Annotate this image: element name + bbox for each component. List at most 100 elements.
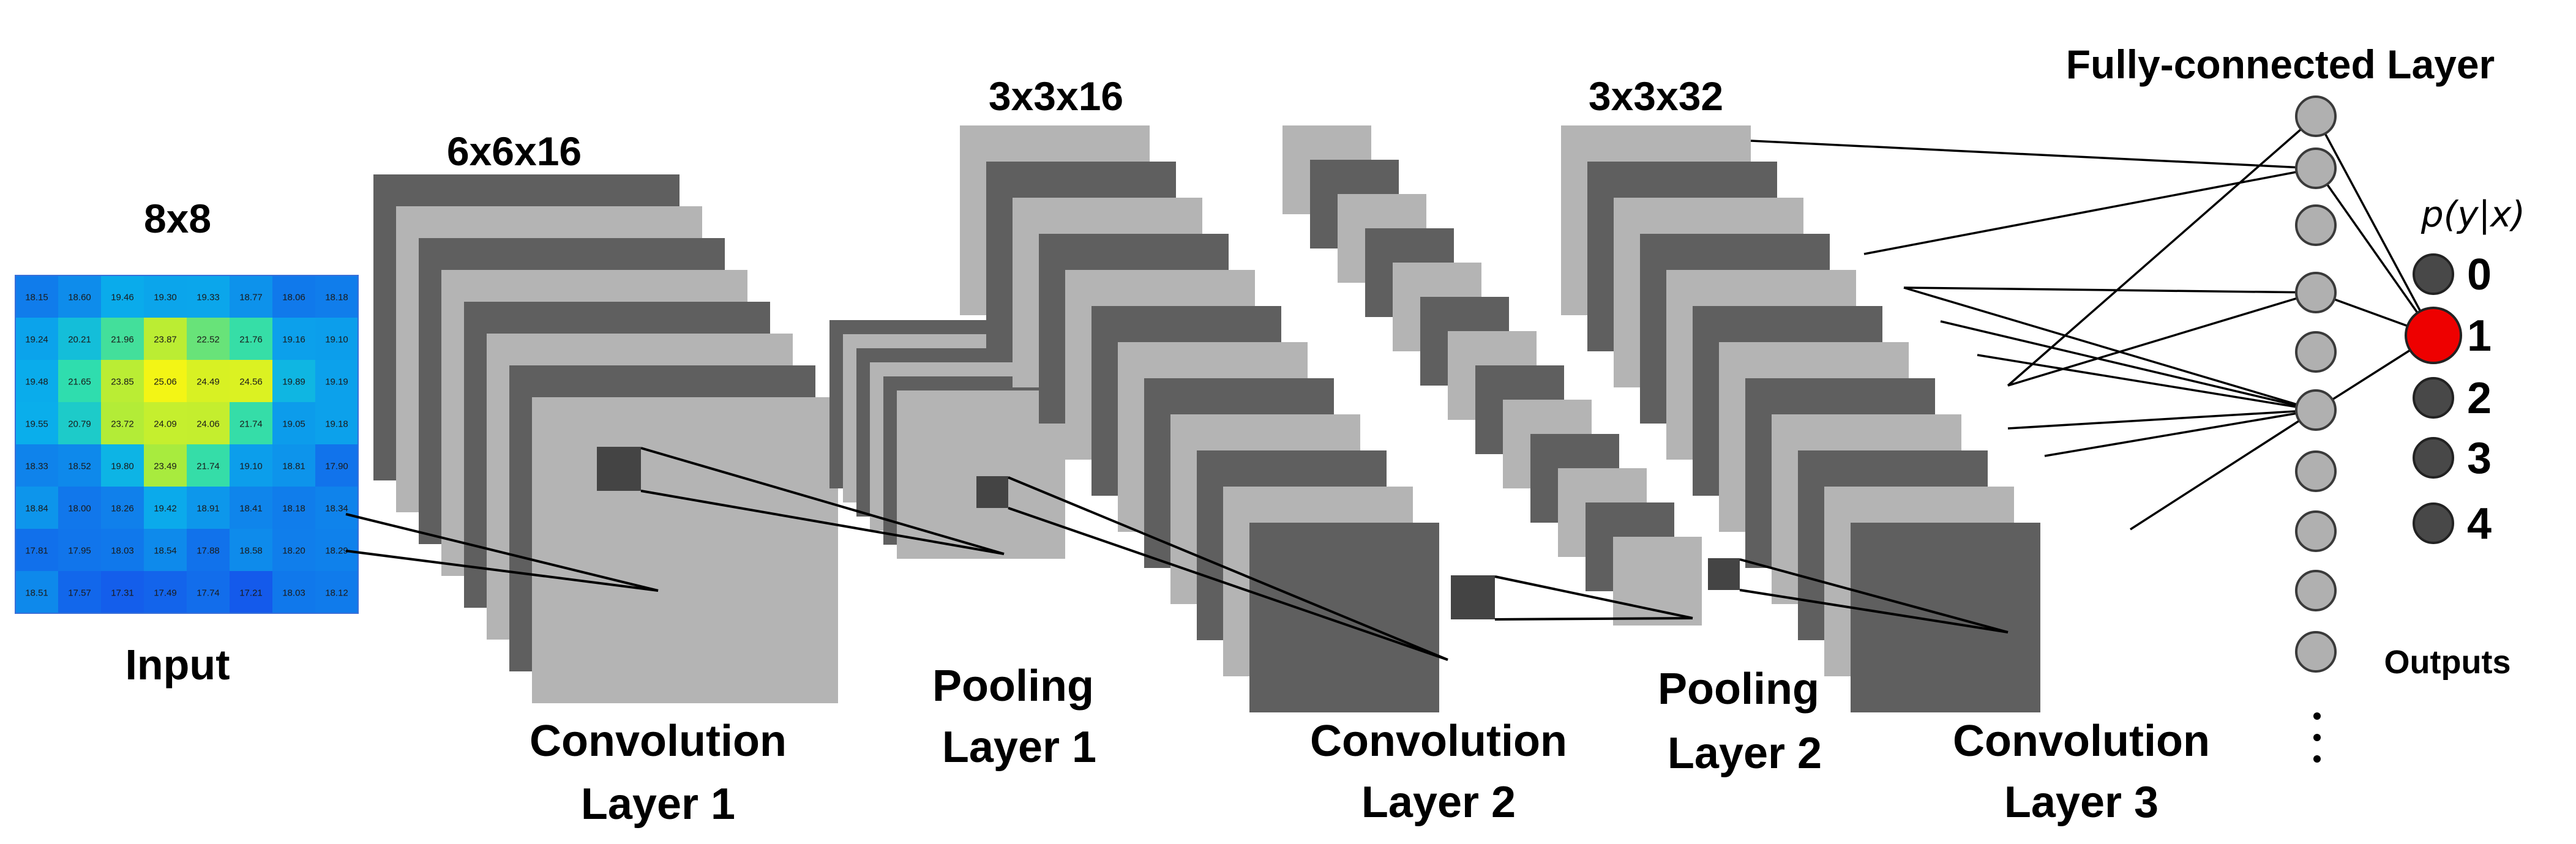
heatmap-cell xyxy=(315,487,358,529)
conv3-feature-map xyxy=(1851,523,2040,712)
heatmap-cell xyxy=(187,487,230,529)
pool2-label-line1: Pooling xyxy=(1658,665,1819,714)
fc-connection-line xyxy=(2130,409,2316,531)
heatmap-cell xyxy=(187,444,230,487)
heatmap-cell-value: 18.03 xyxy=(282,588,305,599)
heatmap-cell xyxy=(144,571,187,613)
heatmap-cell-value: 25.06 xyxy=(154,377,177,387)
outputs-label: Outputs xyxy=(2384,644,2511,681)
heatmap-cell xyxy=(272,444,315,487)
fc-connection-line xyxy=(1977,354,2316,411)
heatmap-cell-value: 23.72 xyxy=(111,419,134,430)
output-node xyxy=(2413,253,2454,295)
pool2-window xyxy=(1708,558,1740,590)
heatmap-cell xyxy=(101,318,144,360)
heatmap-cell-value: 19.18 xyxy=(325,419,348,430)
heatmap-cell-value: 24.49 xyxy=(197,377,220,387)
conv3-label-line1: Convolution xyxy=(1953,717,2210,766)
heatmap-cell xyxy=(187,360,230,402)
heatmap-cell xyxy=(144,275,187,318)
heatmap-cell xyxy=(187,529,230,571)
heatmap-cell-value: 18.81 xyxy=(282,461,305,472)
fc-connection-line xyxy=(1903,286,2316,294)
fc-connection-line xyxy=(1863,167,2316,255)
heatmap-cell xyxy=(230,360,272,402)
heatmap-cell xyxy=(272,360,315,402)
heatmap-cell-value: 18.20 xyxy=(282,546,305,556)
output-label: 0 xyxy=(2467,250,2492,299)
heatmap-cell xyxy=(58,360,101,402)
conv3-label-line2: Layer 3 xyxy=(2004,778,2159,827)
fc-node xyxy=(2295,331,2337,373)
heatmap-cell-value: 17.31 xyxy=(111,588,134,599)
heatmap-cell-value: 21.96 xyxy=(111,335,134,345)
output-node xyxy=(2413,502,2454,544)
heatmap-cell xyxy=(272,275,315,318)
connection-line xyxy=(345,513,659,592)
heatmap-cell xyxy=(187,402,230,444)
heatmap-cell xyxy=(15,318,58,360)
heatmap-cell xyxy=(230,318,272,360)
pool1-label-line1: Pooling xyxy=(932,662,1094,711)
heatmap-cell xyxy=(144,360,187,402)
heatmap-cell-value: 19.05 xyxy=(282,419,305,430)
input-size-label: 8x8 xyxy=(144,196,211,241)
output-node xyxy=(2413,377,2454,419)
heatmap-cell-value: 23.85 xyxy=(111,377,134,387)
heatmap-cell-value: 18.84 xyxy=(25,504,48,514)
heatmap-border xyxy=(15,275,359,614)
heatmap-cell xyxy=(58,444,101,487)
conv1-label-line1: Convolution xyxy=(530,717,787,766)
heatmap-cell-value: 18.60 xyxy=(68,293,91,303)
output-connection-line xyxy=(2315,167,2435,337)
ellipsis-dot xyxy=(2313,712,2321,720)
connection-line xyxy=(1008,507,1448,661)
heatmap-cell-value: 19.30 xyxy=(154,293,177,303)
heatmap-cell xyxy=(315,529,358,571)
heatmap-cell-value: 19.24 xyxy=(25,335,48,345)
heatmap-cell xyxy=(272,571,315,613)
heatmap-cell xyxy=(272,402,315,444)
heatmap-cell xyxy=(58,487,101,529)
fc-connection-line xyxy=(1940,320,2316,411)
heatmap-cell-value: 17.57 xyxy=(68,588,91,599)
heatmap-cell-value: 18.52 xyxy=(68,461,91,472)
ellipsis-dot xyxy=(2313,734,2321,741)
conv2-label-line1: Convolution xyxy=(1310,717,1567,766)
fc-node xyxy=(2295,570,2337,611)
conv2-label-line2: Layer 2 xyxy=(1361,778,1516,827)
heatmap-cell xyxy=(230,444,272,487)
connection-line xyxy=(640,447,1005,555)
heatmap-cell-value: 20.79 xyxy=(68,419,91,430)
heatmap-cell xyxy=(58,275,101,318)
heatmap-cell-value: 19.33 xyxy=(197,293,220,303)
heatmap-cell-value: 18.18 xyxy=(325,293,348,303)
heatmap-cell xyxy=(187,275,230,318)
heatmap-cell xyxy=(15,487,58,529)
conv3-size-label: 3x3x32 xyxy=(1589,73,1723,119)
fc-connection-line xyxy=(1750,140,2316,170)
heatmap-cell-value: 23.87 xyxy=(154,335,177,345)
fc-node xyxy=(2295,631,2337,673)
heatmap-cell-value: 18.34 xyxy=(325,504,348,514)
conv2-kernel-window xyxy=(1451,575,1495,619)
heatmap-cell xyxy=(230,402,272,444)
pool1-window xyxy=(976,476,1008,508)
heatmap-cell-value: 19.80 xyxy=(111,461,134,472)
heatmap-cell-value: 18.18 xyxy=(282,504,305,514)
fc-nodes xyxy=(2295,95,2337,673)
output-node-active xyxy=(2405,307,2462,364)
heatmap-cell-value: 18.58 xyxy=(239,546,263,556)
heatmap-cell-value: 18.06 xyxy=(282,293,305,303)
heatmap-cell xyxy=(315,444,358,487)
heatmap-cell-value: 19.16 xyxy=(282,335,305,345)
heatmap-cell-value: 19.10 xyxy=(239,461,263,472)
heatmap-cell-value: 19.89 xyxy=(282,377,305,387)
connection-line xyxy=(1008,476,1448,661)
heatmap-cell xyxy=(58,571,101,613)
heatmap-cell-value: 18.03 xyxy=(111,546,134,556)
heatmap-cell xyxy=(15,360,58,402)
pool1-label-line2: Layer 1 xyxy=(942,723,1096,772)
heatmap-cell-value: 21.65 xyxy=(68,377,91,387)
heatmap-cell-value: 22.52 xyxy=(197,335,220,345)
